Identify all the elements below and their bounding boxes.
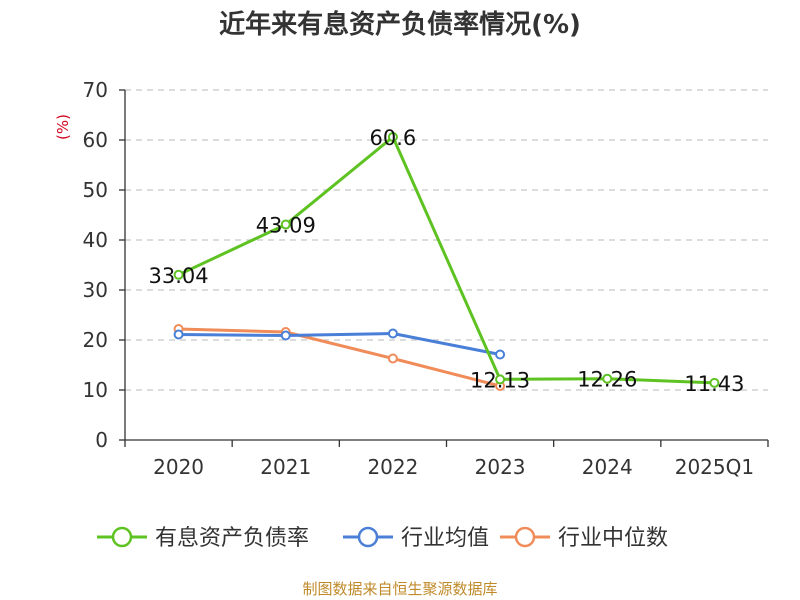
series-line-0: [177, 135, 715, 385]
data-point: [387, 132, 398, 142]
data-point: [602, 373, 613, 384]
legend: 有息资产负债率 行业均值 行业中位数: [97, 526, 668, 551]
data-label: 11.43: [684, 372, 744, 396]
y-tick-label: 50: [83, 178, 108, 202]
x-tick-label: 2025Q1: [675, 455, 754, 479]
data-label: 33.04: [149, 264, 209, 288]
x-tick-label: 2022: [367, 455, 418, 479]
y-tick-label: 70: [83, 78, 108, 102]
legend-label: 有息资产负债率: [155, 526, 309, 551]
x-tick-labels: 2020 2021 2022 2023 2024 2025Q1: [153, 455, 754, 479]
x-tick-label: 2024: [582, 455, 633, 479]
legend-label: 行业均值: [401, 526, 489, 551]
data-point: [280, 219, 291, 230]
data-point: [280, 330, 291, 341]
data-point: [173, 329, 184, 340]
data-point: [173, 269, 184, 280]
y-axis-label: (%): [54, 114, 72, 140]
series-line-2: [178, 327, 501, 388]
chart-title: 近年来有息资产负债率情况(%): [219, 9, 581, 40]
y-tick-label: 20: [83, 328, 108, 352]
axes: [119, 89, 769, 447]
data-point: [495, 374, 506, 385]
x-tick-label: 2023: [475, 455, 526, 479]
series-lines: [173, 132, 720, 391]
data-label: 12.26: [577, 368, 637, 392]
y-tick-label: 30: [83, 278, 108, 302]
y-tick-label: 0: [95, 428, 108, 452]
grid-lines: [125, 89, 768, 391]
legend-marker-0: [111, 526, 133, 548]
data-point: [387, 328, 398, 339]
y-tick-label: 60: [83, 128, 108, 152]
data-labels: 33.04 43.09 60.6 12.13 12.26 11.43: [149, 126, 745, 396]
y-tick-labels: 0 10 20 30 40 50 60 70: [83, 78, 108, 452]
data-label: 43.09: [256, 214, 316, 238]
data-point: [495, 349, 506, 360]
y-tick-label: 10: [83, 378, 108, 402]
legend-label: 行业中位数: [558, 526, 668, 551]
data-point: [709, 377, 720, 388]
series-line-1: [178, 332, 501, 356]
data-label: 60.6: [370, 126, 417, 150]
y-tick-label: 40: [83, 228, 108, 252]
legend-marker-1: [357, 526, 379, 548]
x-tick-label: 2021: [260, 455, 311, 479]
data-label: 12.13: [470, 368, 530, 392]
x-tick-label: 2020: [153, 455, 204, 479]
legend-marker-2: [514, 526, 536, 548]
data-point: [387, 353, 398, 364]
source-note: 制图数据来自恒生聚源数据库: [302, 580, 497, 598]
